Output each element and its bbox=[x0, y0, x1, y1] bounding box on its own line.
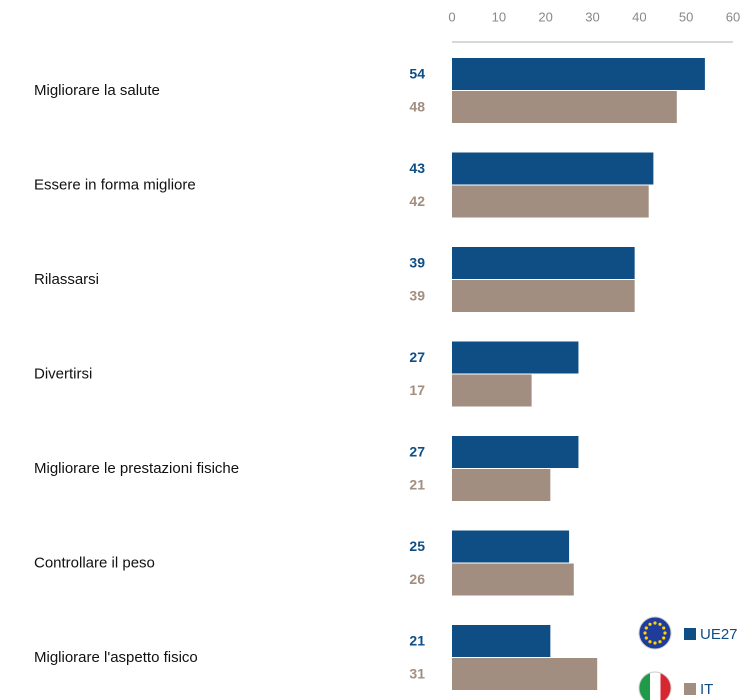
category-label: Migliorare le prestazioni fisiche bbox=[34, 460, 239, 477]
value-label: 39 bbox=[409, 255, 425, 271]
category-label: Divertirsi bbox=[34, 365, 92, 382]
value-label: 21 bbox=[409, 477, 425, 493]
value-label: 48 bbox=[409, 99, 425, 115]
value-label: 26 bbox=[409, 571, 425, 587]
x-tick-label: 20 bbox=[538, 9, 552, 24]
category-label: Rilassarsi bbox=[34, 271, 99, 288]
bar bbox=[452, 341, 579, 374]
bar bbox=[452, 185, 649, 218]
legend-swatch bbox=[684, 628, 696, 640]
x-tick-label: 0 bbox=[448, 9, 455, 24]
bar bbox=[452, 247, 635, 279]
x-tick-label: 60 bbox=[726, 9, 740, 24]
x-tick-label: 10 bbox=[492, 9, 506, 24]
eu-flag-icon bbox=[638, 616, 672, 650]
category-label: Migliorare l'aspetto fisico bbox=[34, 649, 198, 666]
bar bbox=[452, 469, 551, 501]
bar bbox=[452, 374, 532, 407]
value-label: 39 bbox=[409, 288, 425, 304]
bar bbox=[452, 658, 598, 690]
legend-swatch bbox=[684, 683, 696, 695]
value-label: 17 bbox=[409, 382, 425, 398]
bar bbox=[452, 625, 551, 657]
bar bbox=[452, 91, 677, 123]
bar bbox=[452, 58, 705, 90]
value-label: 27 bbox=[409, 444, 425, 460]
bar bbox=[452, 436, 579, 468]
value-label: 31 bbox=[409, 666, 425, 682]
value-label: 42 bbox=[409, 193, 425, 209]
bar bbox=[452, 280, 635, 312]
value-label: 43 bbox=[409, 160, 425, 176]
value-label: 27 bbox=[409, 349, 425, 365]
legend-label: UE27 bbox=[700, 626, 738, 643]
bar bbox=[452, 152, 654, 185]
value-label: 21 bbox=[409, 633, 425, 649]
bar bbox=[452, 530, 570, 563]
x-tick-label: 40 bbox=[632, 9, 646, 24]
category-label: Essere in forma migliore bbox=[34, 176, 196, 193]
category-label: Migliorare la salute bbox=[34, 82, 160, 99]
category-label: Controllare il peso bbox=[34, 554, 155, 571]
bar bbox=[452, 563, 574, 596]
x-tick-label: 30 bbox=[585, 9, 599, 24]
value-label: 54 bbox=[409, 66, 425, 82]
legend-label: IT bbox=[700, 681, 713, 698]
it-flag-icon bbox=[638, 671, 672, 700]
x-tick-label: 50 bbox=[679, 9, 693, 24]
value-label: 25 bbox=[409, 538, 425, 554]
